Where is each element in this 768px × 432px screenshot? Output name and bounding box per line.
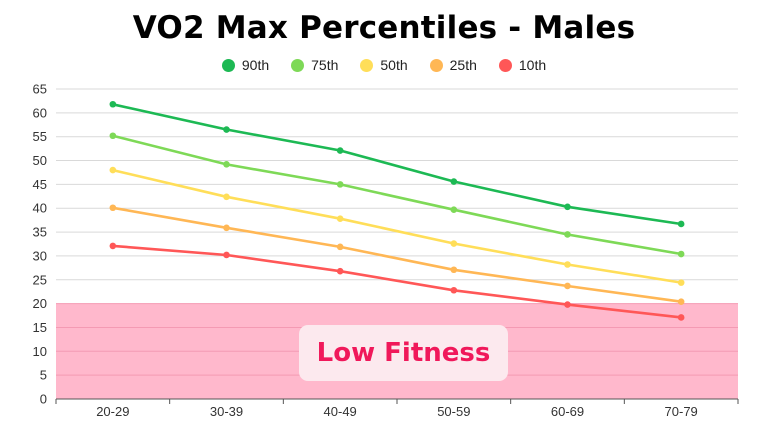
x-tick-label: 30-39 xyxy=(210,404,243,419)
data-point-25th xyxy=(223,224,230,232)
data-point-25th xyxy=(677,298,685,306)
chart-legend: 90th 75th 50th 25th 10th xyxy=(0,57,768,73)
data-point-10th xyxy=(223,251,230,259)
legend-label: 75th xyxy=(311,57,339,73)
legend-item-50th: 50th xyxy=(360,57,408,73)
data-point-10th xyxy=(450,286,458,294)
legend-label: 90th xyxy=(241,57,270,73)
legend-item-10th: 10th xyxy=(498,57,547,73)
x-tick-label: 70-79 xyxy=(665,404,698,419)
data-point-90th xyxy=(677,220,685,228)
x-tick-label: 50-59 xyxy=(437,404,470,419)
x-tick-label: 40-49 xyxy=(324,404,357,419)
data-point-75th xyxy=(109,132,117,140)
series-line-50th xyxy=(111,168,683,284)
legend-swatch xyxy=(429,58,443,72)
data-point-10th xyxy=(564,301,571,308)
y-tick-label: 30 xyxy=(33,248,47,263)
legend-swatch xyxy=(360,58,374,72)
x-tick-label: 60-69 xyxy=(551,404,584,419)
y-tick-label: 60 xyxy=(33,105,47,120)
y-tick-label: 35 xyxy=(33,225,47,240)
y-tick-label: 15 xyxy=(33,320,47,335)
series-line-25th xyxy=(111,206,683,304)
legend-swatch xyxy=(291,58,305,72)
legend-swatch xyxy=(221,58,235,72)
data-point-75th xyxy=(336,181,344,188)
y-tick-label: 45 xyxy=(33,177,47,192)
chart-title: VO2 Max Percentiles - Males xyxy=(132,10,636,46)
data-point-10th xyxy=(109,242,117,250)
series-line-10th xyxy=(111,244,683,319)
y-tick-label: 5 xyxy=(40,368,47,383)
legend-label: 25th xyxy=(449,57,477,73)
data-point-25th xyxy=(564,282,571,290)
data-point-75th xyxy=(677,250,685,258)
data-point-90th xyxy=(336,147,344,154)
data-point-25th xyxy=(450,266,458,274)
legend-item-75th: 75th xyxy=(291,57,338,73)
data-point-50th xyxy=(450,240,458,247)
y-tick-label: 65 xyxy=(33,82,47,97)
legend-item-25th: 25th xyxy=(429,57,477,73)
data-point-10th xyxy=(336,267,344,275)
data-point-25th xyxy=(109,204,117,212)
data-point-50th xyxy=(223,193,230,201)
data-point-90th xyxy=(450,178,458,185)
y-tick-label: 10 xyxy=(33,344,47,359)
legend-label: 50th xyxy=(380,57,408,73)
data-point-50th xyxy=(564,261,571,268)
data-point-10th xyxy=(677,314,685,321)
data-point-90th xyxy=(564,203,571,211)
y-tick-label: 40 xyxy=(33,201,47,216)
legend-swatch xyxy=(498,58,512,72)
y-tick-label: 55 xyxy=(33,129,47,144)
data-point-90th xyxy=(223,126,230,133)
data-point-50th xyxy=(109,166,117,174)
series-line-90th xyxy=(111,103,683,226)
data-point-90th xyxy=(109,100,117,108)
y-tick-label: 25 xyxy=(33,272,47,287)
x-tick-label: 20-29 xyxy=(96,404,129,419)
y-tick-label: 50 xyxy=(33,153,47,168)
data-point-75th xyxy=(223,161,230,168)
legend-item-90th: 90th xyxy=(221,57,270,73)
data-point-50th xyxy=(677,279,685,286)
legend-label: 10th xyxy=(518,57,547,73)
data-point-50th xyxy=(336,215,344,223)
series-line-75th xyxy=(111,134,683,256)
low-fitness-annotation: Low Fitness xyxy=(299,325,508,381)
data-point-75th xyxy=(450,206,458,213)
y-tick-label: 20 xyxy=(33,296,47,311)
data-point-25th xyxy=(336,243,344,251)
y-tick-label: 0 xyxy=(40,392,47,407)
data-point-75th xyxy=(564,231,571,238)
